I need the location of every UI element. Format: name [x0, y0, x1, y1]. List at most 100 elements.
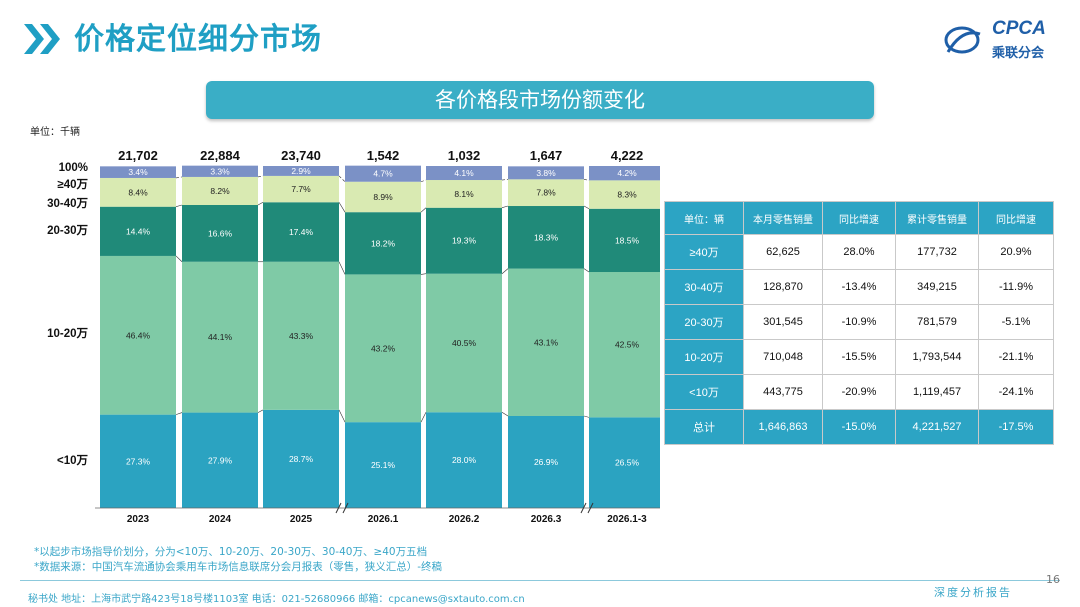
table-cell: 349,215 [895, 269, 979, 305]
table-cell: 177,732 [895, 234, 979, 270]
data-label: 27.3% [126, 456, 151, 466]
data-label: 43.2% [371, 343, 396, 353]
connector-line [583, 179, 590, 181]
bar-segment [345, 165, 421, 182]
bar-segment [100, 414, 176, 508]
bar-segment [345, 274, 421, 423]
stacked-bar-chart: 27.3% 46.4% 14.4% 8.4% 3.4% 21,702 2023 27.9% 44… [47, 148, 660, 525]
connector-line [257, 409, 264, 413]
table-row: 20-30万 301,545 -10.9% 781,579 -5.1% [664, 304, 1054, 340]
table-row: <10万 443,775 -20.9% 1,119,457 -24.1% [664, 374, 1054, 410]
bar-segment [508, 166, 584, 180]
bar-segment [100, 206, 176, 256]
data-label: 2.9% [291, 166, 311, 176]
bar-segment [426, 273, 502, 413]
data-label: 17.4% [289, 227, 314, 237]
table-row-header: <10万 [664, 374, 744, 410]
total-label: 1,647 [530, 148, 563, 163]
data-label: 3.4% [128, 167, 148, 177]
table-cell: 28.0% [822, 234, 896, 270]
bar-segment [345, 422, 421, 508]
bar-segment [182, 176, 258, 205]
x-tick-label: 2025 [290, 514, 313, 525]
data-label: 18.2% [371, 238, 396, 248]
table-cell: 128,870 [743, 269, 823, 305]
data-label: 8.3% [617, 190, 637, 200]
total-label: 1,032 [448, 148, 481, 163]
bar-segment [345, 212, 421, 275]
connector-line [257, 175, 264, 178]
connector-line [501, 179, 509, 181]
cpca-logo-icon [944, 26, 981, 54]
table-cell: 1,793,544 [895, 339, 979, 375]
chart-banner-title: 各价格段市场份额变化 [206, 81, 874, 119]
bar-segment [263, 175, 339, 203]
connector-line [175, 412, 183, 415]
y-segment-label: 100% [59, 162, 88, 174]
table-header: 本月零售销量 [743, 201, 823, 235]
x-tick-label: 2026.3 [531, 514, 562, 525]
table-cell: -5.1% [978, 304, 1054, 340]
footnote: *以起步市场指导价划分，分为<10万、10-20万、20-30万、30-40万、… [34, 546, 428, 558]
bar-segment [263, 261, 339, 410]
table-cell: -21.1% [978, 339, 1054, 375]
connector-line [583, 205, 590, 210]
chevron-icon [24, 24, 60, 54]
table-cell: 20.9% [978, 234, 1054, 270]
data-label: 8.4% [128, 187, 148, 197]
table-cell: -11.9% [978, 269, 1054, 305]
data-label: 46.4% [126, 330, 151, 340]
data-label: 28.0% [452, 455, 477, 465]
table-cell: 710,048 [743, 339, 823, 375]
total-label: 4,222 [611, 148, 644, 163]
data-label: 44.1% [208, 332, 233, 342]
bar-segment [263, 166, 339, 176]
bar-segment [508, 206, 584, 269]
connector-line [175, 176, 183, 179]
data-label: 28.7% [289, 454, 314, 464]
connector-line [420, 179, 427, 183]
table-cell: -10.9% [822, 304, 896, 340]
data-label: 18.3% [534, 232, 559, 242]
bar-segment [426, 166, 502, 181]
table-row: 30-40万 128,870 -13.4% 349,215 -11.9% [664, 269, 1054, 305]
data-label: 4.7% [373, 169, 393, 179]
table-cell: -15.5% [822, 339, 896, 375]
axis-break-icon [335, 502, 349, 514]
x-tick-label: 2023 [127, 514, 150, 525]
y-segment-label: 20-30万 [47, 224, 88, 237]
data-label: 43.3% [289, 331, 314, 341]
table-cell: 1,646,863 [743, 409, 823, 445]
data-label: 26.5% [615, 458, 640, 468]
bar-segment [426, 412, 502, 508]
bar-segment [345, 181, 421, 213]
table-total-row: 总计 1,646,863 -15.0% 4,221,527 -17.5% [664, 409, 1054, 445]
table-cell: 62,625 [743, 234, 823, 270]
bar-segment [589, 417, 660, 508]
data-label: 27.9% [208, 455, 233, 465]
connector-line [338, 261, 346, 275]
connector-line [175, 255, 183, 262]
bar-segment [100, 166, 176, 178]
bar-segment [589, 180, 660, 209]
table-cell: -13.4% [822, 269, 896, 305]
data-label: 3.3% [210, 166, 230, 176]
x-tick-label: 2026.2 [449, 514, 480, 525]
bar-segment [182, 412, 258, 508]
data-label: 26.9% [534, 457, 559, 467]
connector-line [338, 175, 346, 182]
footer-contact: 秘书处 地址：上海市武宁路423号18号楼1103室 电话：021-526809… [28, 594, 525, 605]
table-cell: 1,119,457 [895, 374, 979, 410]
data-label: 25.1% [371, 460, 396, 470]
connector-line [338, 409, 346, 423]
data-label: 42.5% [615, 340, 640, 350]
connector-line [583, 268, 590, 273]
bar-segment [182, 165, 258, 177]
table-cell: 443,775 [743, 374, 823, 410]
connector-line [420, 207, 427, 213]
x-tick-label: 2026.1 [368, 514, 399, 525]
table-cell: 4,221,527 [895, 409, 979, 445]
footnote: *数据来源：中国汽车流通协会乘用车市场信息联席分会月报表（零售，狭义汇总）-终稿 [34, 561, 443, 573]
page-title: 价格定位细分市场 [74, 22, 322, 57]
connector-line [338, 202, 346, 213]
